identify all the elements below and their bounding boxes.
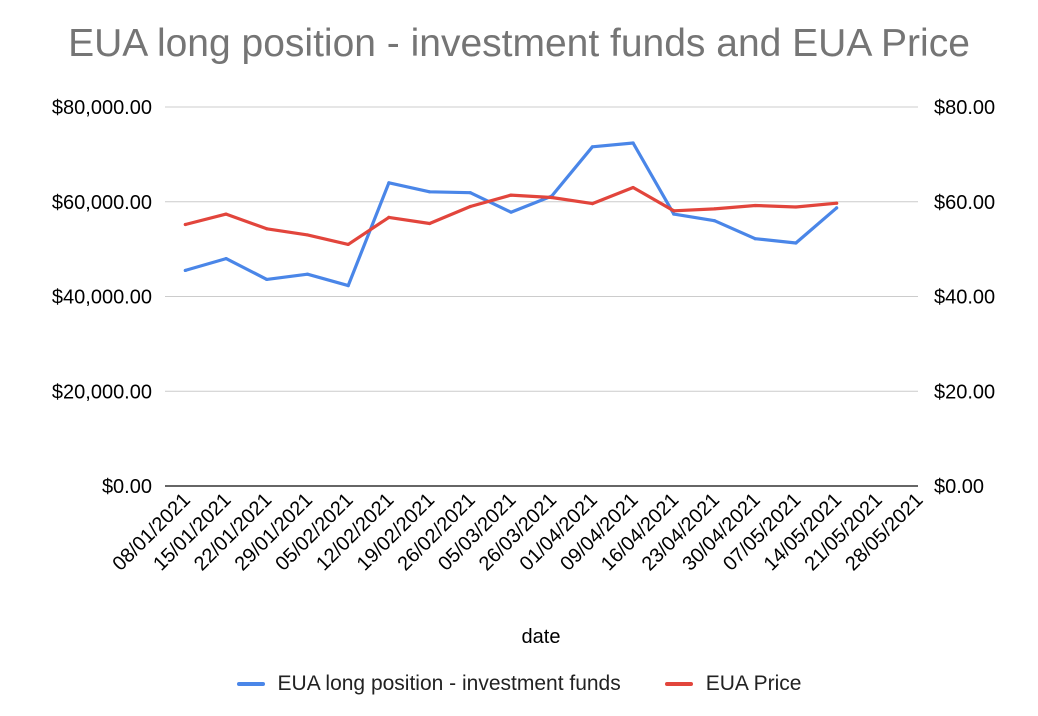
data-point [305,272,310,276]
data-point [712,207,717,211]
y-left-tick-label: $40,000.00 [52,287,152,309]
data-point [224,212,228,216]
gridlines [165,106,918,487]
y-left-tick-label: $60,000.00 [52,192,152,214]
data-point [794,241,798,245]
data-point [427,190,432,194]
y-left-tick-label: $80,000.00 [52,97,152,119]
y-right-tick-label: $80.00 [934,97,995,119]
data-point [712,219,717,223]
data-point [468,191,472,195]
data-point [346,284,350,288]
data-point [265,277,269,282]
data-point [427,221,432,226]
y-right-tick-label: $60.00 [934,192,995,214]
data-point [590,202,594,206]
data-point [834,201,839,205]
data-point [265,227,269,231]
data-point [387,215,391,219]
data-point [631,141,635,145]
y-left-tick-label: $20,000.00 [52,381,152,403]
data-point [346,242,350,246]
x-axis-ticks: 08/01/202115/01/202122/01/202129/01/2021… [109,489,928,575]
data-point [794,205,798,209]
series-line-funds [183,141,839,288]
data-point [509,210,513,214]
left-axis-ticks: $0.00 $20,000.00 $40,000.00 $60,000.00 $80,0… [52,97,152,498]
legend-label-price: EUA Price [705,672,802,695]
data-point [672,209,676,213]
data-point [672,212,676,216]
data-point [183,268,187,273]
legend: EUA long position - investment funds EUA… [0,672,1038,696]
data-point [468,204,472,209]
data-point [631,185,635,190]
legend-item-price: EUA Price [664,672,802,696]
data-point [550,195,554,200]
data-point [387,181,391,185]
series-lines [183,141,839,288]
data-point [753,203,757,208]
data-point [590,145,594,149]
data-point [509,193,513,197]
y-right-tick-label: $0.00 [934,476,984,498]
data-point [183,222,187,227]
data-point [305,233,310,237]
legend-swatch-funds [236,682,265,686]
legend-label-funds: EUA long position - investment funds [277,672,621,695]
x-axis-label: date [522,626,561,648]
legend-item-funds: EUA long position - investment funds [236,672,621,696]
legend-swatch-price [664,682,693,686]
right-axis-ticks: $0.00 $20.00 $40.00 $60.00 $80.00 [934,97,995,498]
data-point [753,237,757,241]
y-right-tick-label: $20.00 [934,381,995,403]
data-point [834,206,839,210]
data-point [224,257,228,261]
y-left-tick-label: $0.00 [102,476,152,498]
y-right-tick-label: $40.00 [934,287,995,309]
chart-title: EUA long position - investment funds and… [68,22,970,65]
